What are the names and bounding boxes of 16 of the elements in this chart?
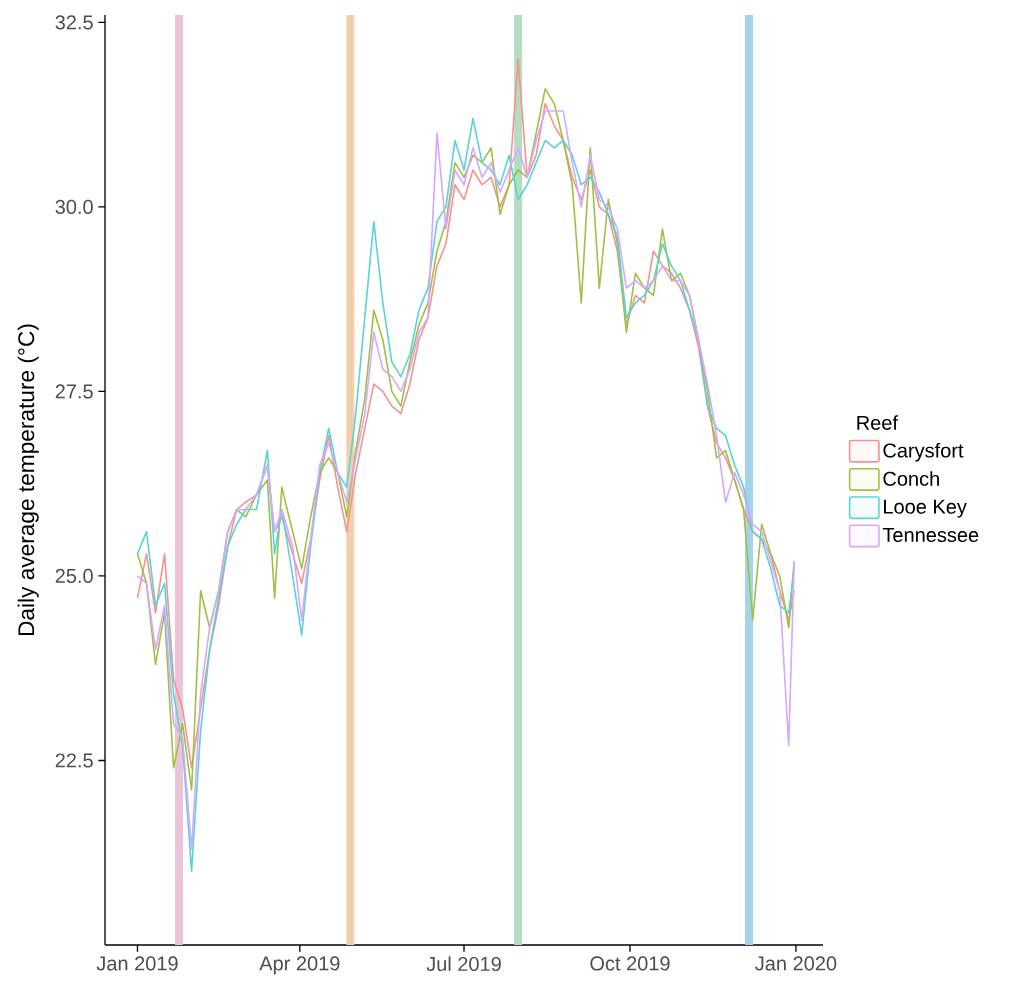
y-tick-label: 25.0	[55, 568, 93, 584]
x-tick-label: Jan 2020	[755, 956, 837, 971]
y-tick-label: 22.5	[55, 753, 93, 768]
x-tick-label: Apr 2019	[259, 956, 340, 975]
legend-label: Looe Key	[884, 499, 967, 518]
y-tick-label: 27.5	[55, 384, 93, 399]
legend-title: Reef	[857, 415, 899, 430]
y-tick-label: 30.0	[55, 199, 93, 214]
x-tick-label: Jan 2019	[96, 956, 178, 971]
y-tick-label: 32.5	[55, 15, 93, 30]
legend-label: Tennessee	[882, 528, 979, 543]
x-tick-label: Jul 2019	[426, 956, 501, 972]
legend-label: Conch	[883, 471, 939, 486]
x-tick-label: Oct 2019	[590, 956, 670, 971]
y-axis-title: Daily average temperature (°C)	[17, 324, 39, 636]
legend-label: Carysfort	[883, 442, 964, 462]
